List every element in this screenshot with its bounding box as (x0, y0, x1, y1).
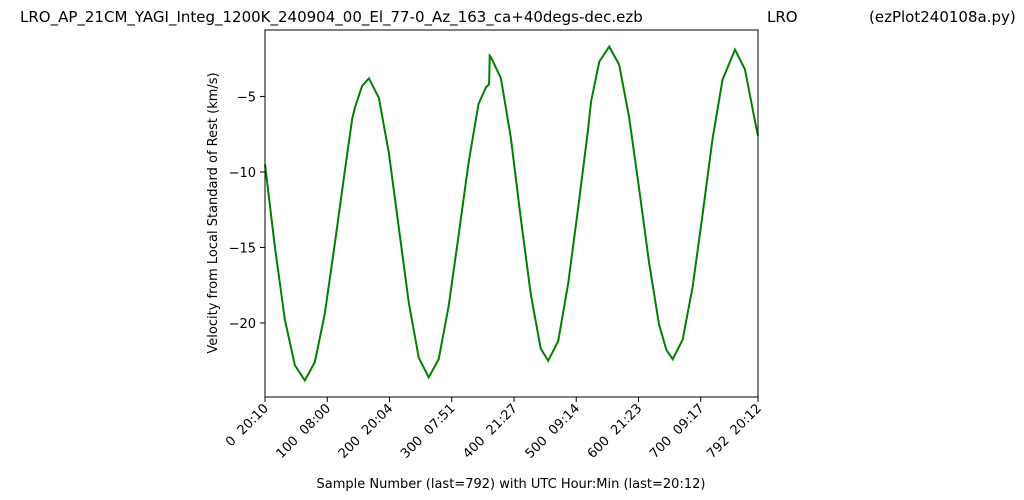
x-tick-label: 0 20:10 (223, 401, 272, 450)
chart-title: (ezPlot240108a.py) (869, 8, 1016, 26)
x-tick-label: 792 20:12 (704, 401, 764, 461)
x-tick-label: 200 20:04 (336, 401, 396, 461)
y-tick-label: −5 (237, 90, 256, 105)
x-tick-label: 400 21:27 (460, 401, 520, 461)
x-tick-label: 600 21:23 (585, 401, 645, 461)
chart-title: LRO_AP_21CM_YAGI_Integ_1200K_240904_00_E… (20, 8, 643, 27)
line-series (264, 44, 759, 383)
x-axis-label: Sample Number (last=792) with UTC Hour:M… (317, 477, 706, 492)
chart-title: LRO (767, 8, 798, 26)
y-axis-label: Velocity from Local Standard of Rest (km… (206, 72, 221, 353)
y-tick-label: −20 (229, 317, 256, 332)
x-tick-label: 500 09:14 (523, 401, 583, 461)
y-tick-label: −10 (229, 166, 256, 181)
x-tick-label: 700 09:17 (647, 401, 707, 461)
plot-frame (264, 29, 759, 398)
x-tick-label: 300 07:51 (398, 401, 458, 461)
y-tick-label: −15 (229, 241, 256, 256)
x-tick-label: 100 08:00 (274, 401, 334, 461)
